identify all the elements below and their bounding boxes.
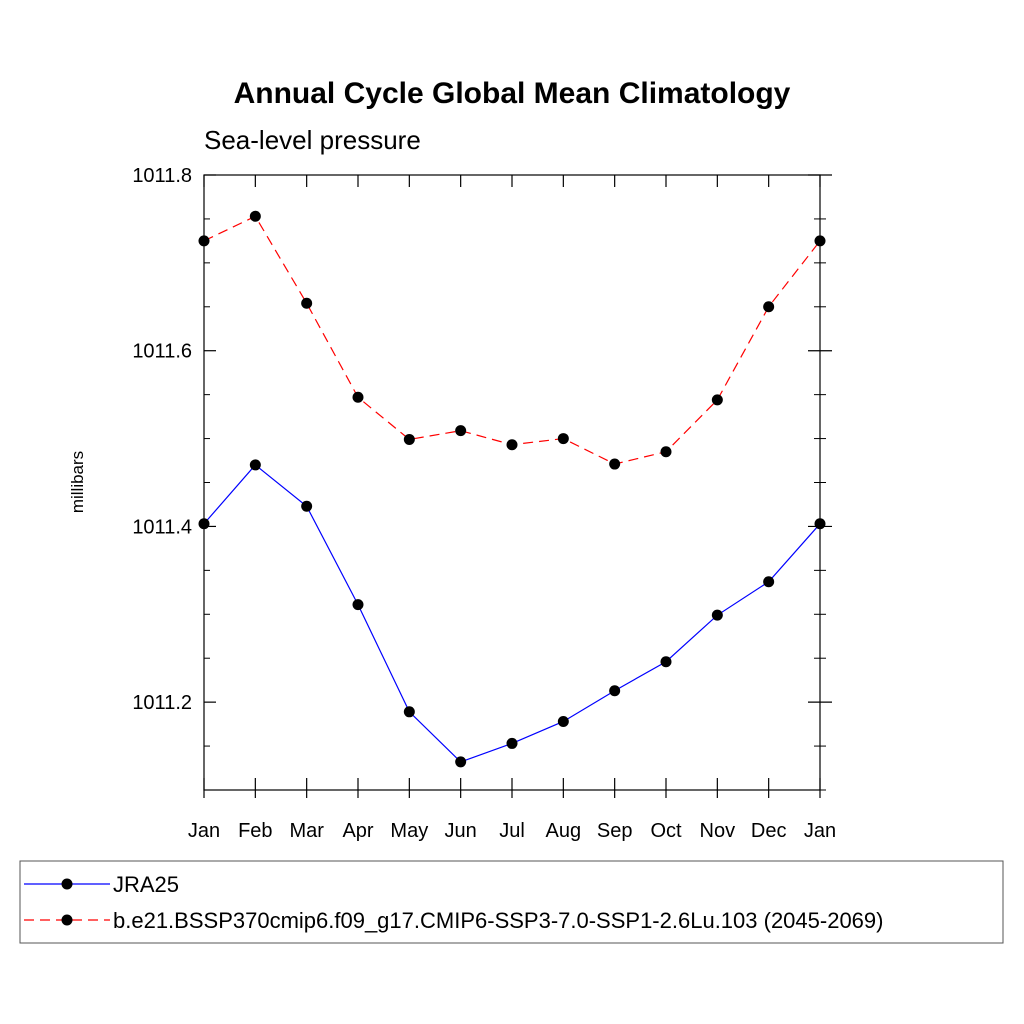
series-line [203, 215, 821, 465]
data-point [557, 715, 569, 727]
legend-box [19, 860, 1004, 944]
data-point [455, 756, 467, 768]
legend: JRA25 b.e21.BSSP370cmip6.f09_g17.CMIP6-SS… [24, 872, 883, 933]
x-tick-label: Apr [342, 820, 373, 842]
x-tick-label: Jan [804, 820, 836, 842]
y-tick-label: 1011.8 [132, 165, 192, 187]
axis-ticks [203, 174, 832, 798]
x-tick-label: Oct [650, 820, 682, 842]
data-point [198, 518, 210, 530]
x-tick-label: Jun [445, 820, 477, 842]
legend-label: JRA25 [113, 872, 179, 897]
x-tick-label: Sep [597, 820, 633, 842]
x-tick-label: Mar [289, 820, 324, 842]
x-tick-label: Dec [751, 820, 787, 842]
x-tick-label: Nov [700, 820, 736, 842]
x-tick-label: Jul [499, 820, 525, 842]
x-tick-label: Feb [238, 820, 272, 842]
data-point [198, 235, 210, 247]
x-tick-label: Jan [188, 820, 220, 842]
legend-item-0: JRA25 [24, 872, 179, 897]
y-tick-label: 1011.4 [132, 516, 192, 538]
data-point [557, 433, 569, 445]
data-point [301, 297, 313, 309]
series-0 [198, 459, 826, 768]
data-point [763, 301, 775, 313]
data-point [403, 433, 415, 445]
x-tick-label: Aug [546, 820, 582, 842]
axis-tick-labels: Jan Feb Mar Apr May Jun Jul Aug Sep Oct Nov Dec Jan 1… [132, 165, 836, 842]
series-layer [198, 210, 826, 768]
data-point [609, 458, 621, 470]
data-point [609, 685, 621, 697]
legend-marker [61, 878, 73, 890]
x-tick-label: May [390, 820, 428, 842]
data-point [352, 599, 364, 611]
data-point [506, 737, 518, 749]
legend-marker [61, 914, 73, 926]
data-point [455, 425, 467, 437]
y-axis-label: millibars [68, 451, 87, 513]
data-point [352, 391, 364, 403]
data-point [403, 706, 415, 718]
data-point [814, 235, 826, 247]
y-tick-label: 1011.6 [132, 341, 192, 363]
data-point [506, 439, 518, 451]
series-line [203, 464, 821, 763]
data-point [660, 446, 672, 458]
data-point [711, 609, 723, 621]
data-point [301, 500, 313, 512]
data-point [711, 394, 723, 406]
legend-label: b.e21.BSSP370cmip6.f09_g17.CMIP6-SSP3-7.… [113, 908, 883, 933]
data-point [249, 210, 261, 222]
chart-subtitle: Sea-level pressure [204, 125, 421, 155]
data-point [763, 576, 775, 588]
chart-title: Annual Cycle Global Mean Climatology [234, 77, 791, 110]
y-tick-label: 1011.2 [132, 692, 192, 714]
data-point [249, 459, 261, 471]
plot-frame [203, 174, 821, 791]
data-point [814, 518, 826, 530]
legend-item-1: b.e21.BSSP370cmip6.f09_g17.CMIP6-SSP3-7.… [24, 908, 883, 933]
series-1 [198, 210, 826, 470]
data-point [660, 656, 672, 668]
